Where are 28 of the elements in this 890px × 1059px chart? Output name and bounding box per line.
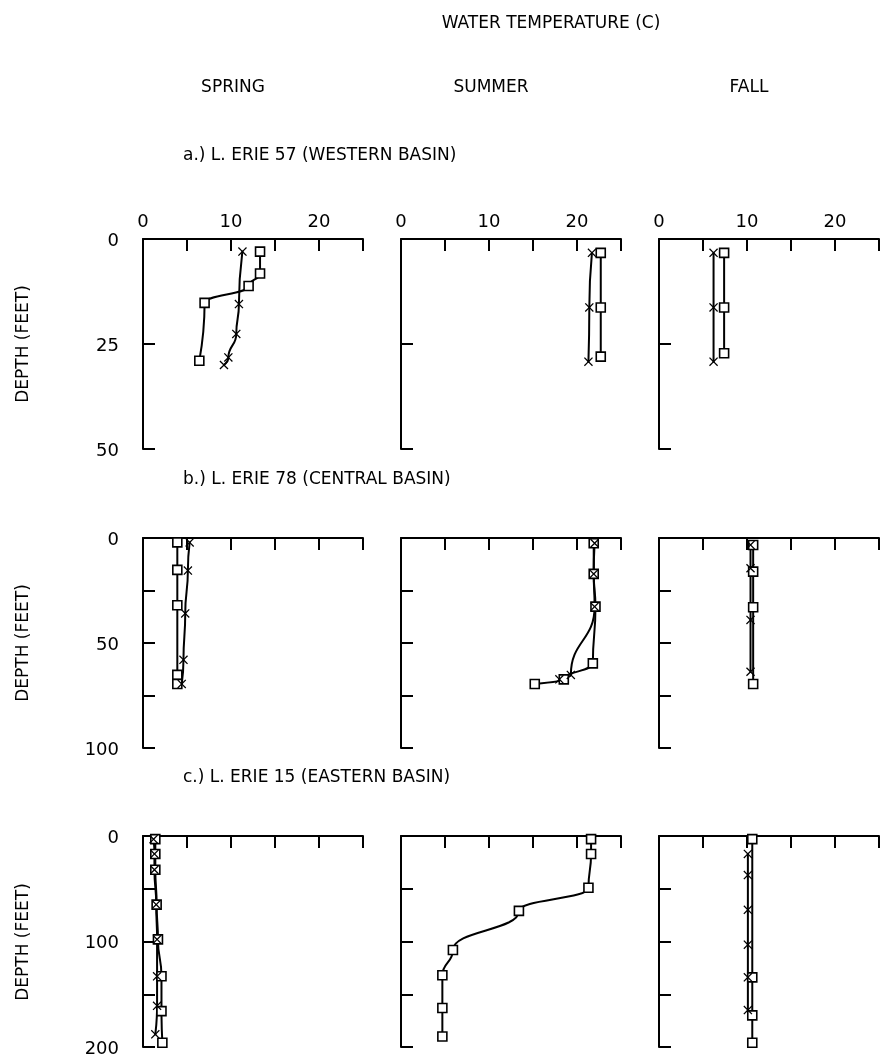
x-tick-label: 20: [565, 209, 589, 231]
x-tick-label: 0: [653, 209, 665, 231]
y-tick-label: 100: [84, 737, 119, 759]
y-tick-label: 50: [96, 632, 119, 654]
x-tick-label: 10: [219, 209, 243, 231]
chart-title: SPRING: [201, 76, 265, 96]
y-tick-label: 100: [84, 931, 119, 952]
chart-subtitle: b.) L. ERIE 78 (CENTRAL BASIN): [183, 468, 451, 488]
y-tick-label: 0: [107, 228, 119, 250]
chart-subtitle: c.) L. ERIE 15 (EASTERN BASIN): [183, 766, 451, 786]
y-tick-label: 50: [96, 438, 119, 460]
y-tick-label: 25: [96, 333, 119, 355]
x-tick-label: 10: [735, 209, 759, 231]
y-tick-label: 0: [107, 825, 119, 847]
y-axis-title: DEPTH (FEET): [12, 584, 32, 702]
y-tick-label: 0: [107, 527, 119, 549]
x-tick-label: 10: [477, 209, 501, 231]
y-axis-title: DEPTH (FEET): [12, 285, 32, 403]
y-tick-label: 200: [84, 1036, 119, 1058]
chart-subtitle: a.) L. ERIE 57 (WESTERN BASIN): [183, 144, 457, 164]
x-tick-label: 20: [823, 209, 847, 231]
x-tick-label: 0: [395, 209, 407, 231]
chart-title: SUMMER: [453, 76, 529, 96]
text: WATER TEMPERATURE (C): [441, 12, 661, 32]
x-tick-label: 20: [307, 209, 331, 231]
x-tick-label: 0: [137, 209, 149, 231]
y-axis-title: DEPTH (FEET): [12, 882, 32, 1001]
chart-title: FALL: [729, 76, 769, 96]
